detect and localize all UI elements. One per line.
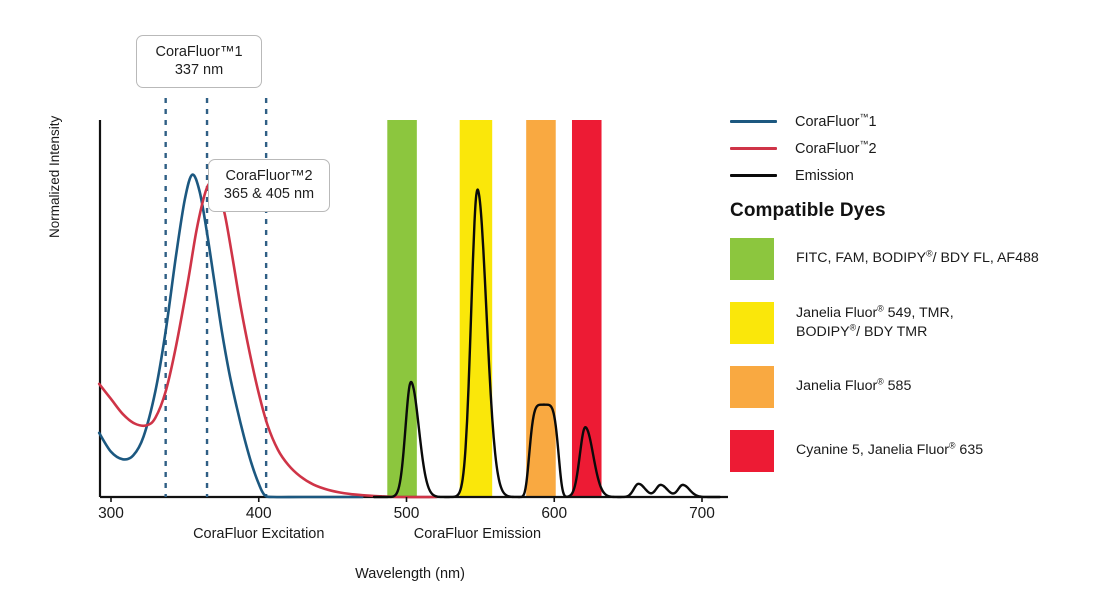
spectra-plot-svg — [97, 98, 728, 502]
legend-line-swatch — [730, 147, 777, 150]
dye-color-swatch — [730, 430, 774, 472]
x-axis-section-excitation: CoraFluor Excitation — [193, 526, 325, 542]
green-band — [387, 120, 417, 497]
legend-label: CoraFluor™2 — [795, 138, 877, 157]
x-tick-label-600: 600 — [541, 505, 568, 522]
dye-color-swatch — [730, 238, 774, 280]
x-tick-label-400: 400 — [245, 505, 272, 522]
x-tick-label-300: 300 — [98, 505, 124, 522]
legend-label: CoraFluor™1 — [795, 111, 877, 130]
chart-plot-area — [97, 98, 728, 502]
y-axis-title: Normalized Intensity — [47, 115, 62, 238]
dye-color-swatch — [730, 366, 774, 408]
callout-cf1-line1: CoraFluor™1 — [155, 44, 243, 60]
x-axis-section-emission: CoraFluor Emission — [413, 526, 542, 542]
legend-label: Emission — [795, 167, 854, 184]
dye-row: Cyanine 5, Janelia Fluor® 635 — [730, 426, 1105, 476]
legend-line-swatch — [730, 120, 777, 123]
series-corafluor2 — [97, 180, 438, 499]
dye-row: Janelia Fluor® 585 — [730, 362, 1105, 412]
callout-corafluor-1: CoraFluor™1 337 nm — [136, 35, 262, 89]
series-legend: CoraFluor™1 CoraFluor™2 Emission — [730, 108, 1102, 189]
legend-line-swatch — [730, 174, 777, 177]
series-emission — [372, 188, 721, 499]
legend-row: Emission — [730, 162, 1102, 189]
dye-label: Cyanine 5, Janelia Fluor® 635 — [796, 440, 984, 459]
callout-corafluor-2: CoraFluor™2 365 & 405 nm — [208, 159, 330, 213]
compatible-dyes-list: FITC, FAM, BODIPY®/ BDY FL, AF488 Janelia… — [730, 234, 1105, 490]
dye-color-swatch — [730, 302, 774, 344]
dye-row: FITC, FAM, BODIPY®/ BDY FL, AF488 — [730, 234, 1105, 284]
dye-label: Janelia Fluor® 585 — [796, 376, 912, 395]
callout-cf2-line1: CoraFluor™2 — [225, 168, 313, 184]
legend-row: CoraFluor™1 — [730, 108, 1102, 135]
x-axis-title: Wavelength (nm) — [355, 566, 465, 582]
x-tick-label-700: 700 — [689, 505, 715, 522]
series-corafluor1 — [97, 173, 364, 499]
compatible-dyes-heading: Compatible Dyes — [730, 200, 886, 221]
x-tick-label-500: 500 — [393, 505, 420, 522]
dye-label: Janelia Fluor® 549, TMR, BODIPY®/ BDY TMR — [796, 303, 954, 340]
callout-cf1-line2: 337 nm — [174, 62, 224, 79]
red-band — [571, 120, 602, 497]
callout-cf2-line2: 365 & 405 nm — [223, 186, 315, 203]
dye-row: Janelia Fluor® 549, TMR, BODIPY®/ BDY TMR — [730, 298, 1105, 348]
dye-label: FITC, FAM, BODIPY®/ BDY FL, AF488 — [796, 248, 1039, 267]
legend-row: CoraFluor™2 — [730, 135, 1102, 162]
